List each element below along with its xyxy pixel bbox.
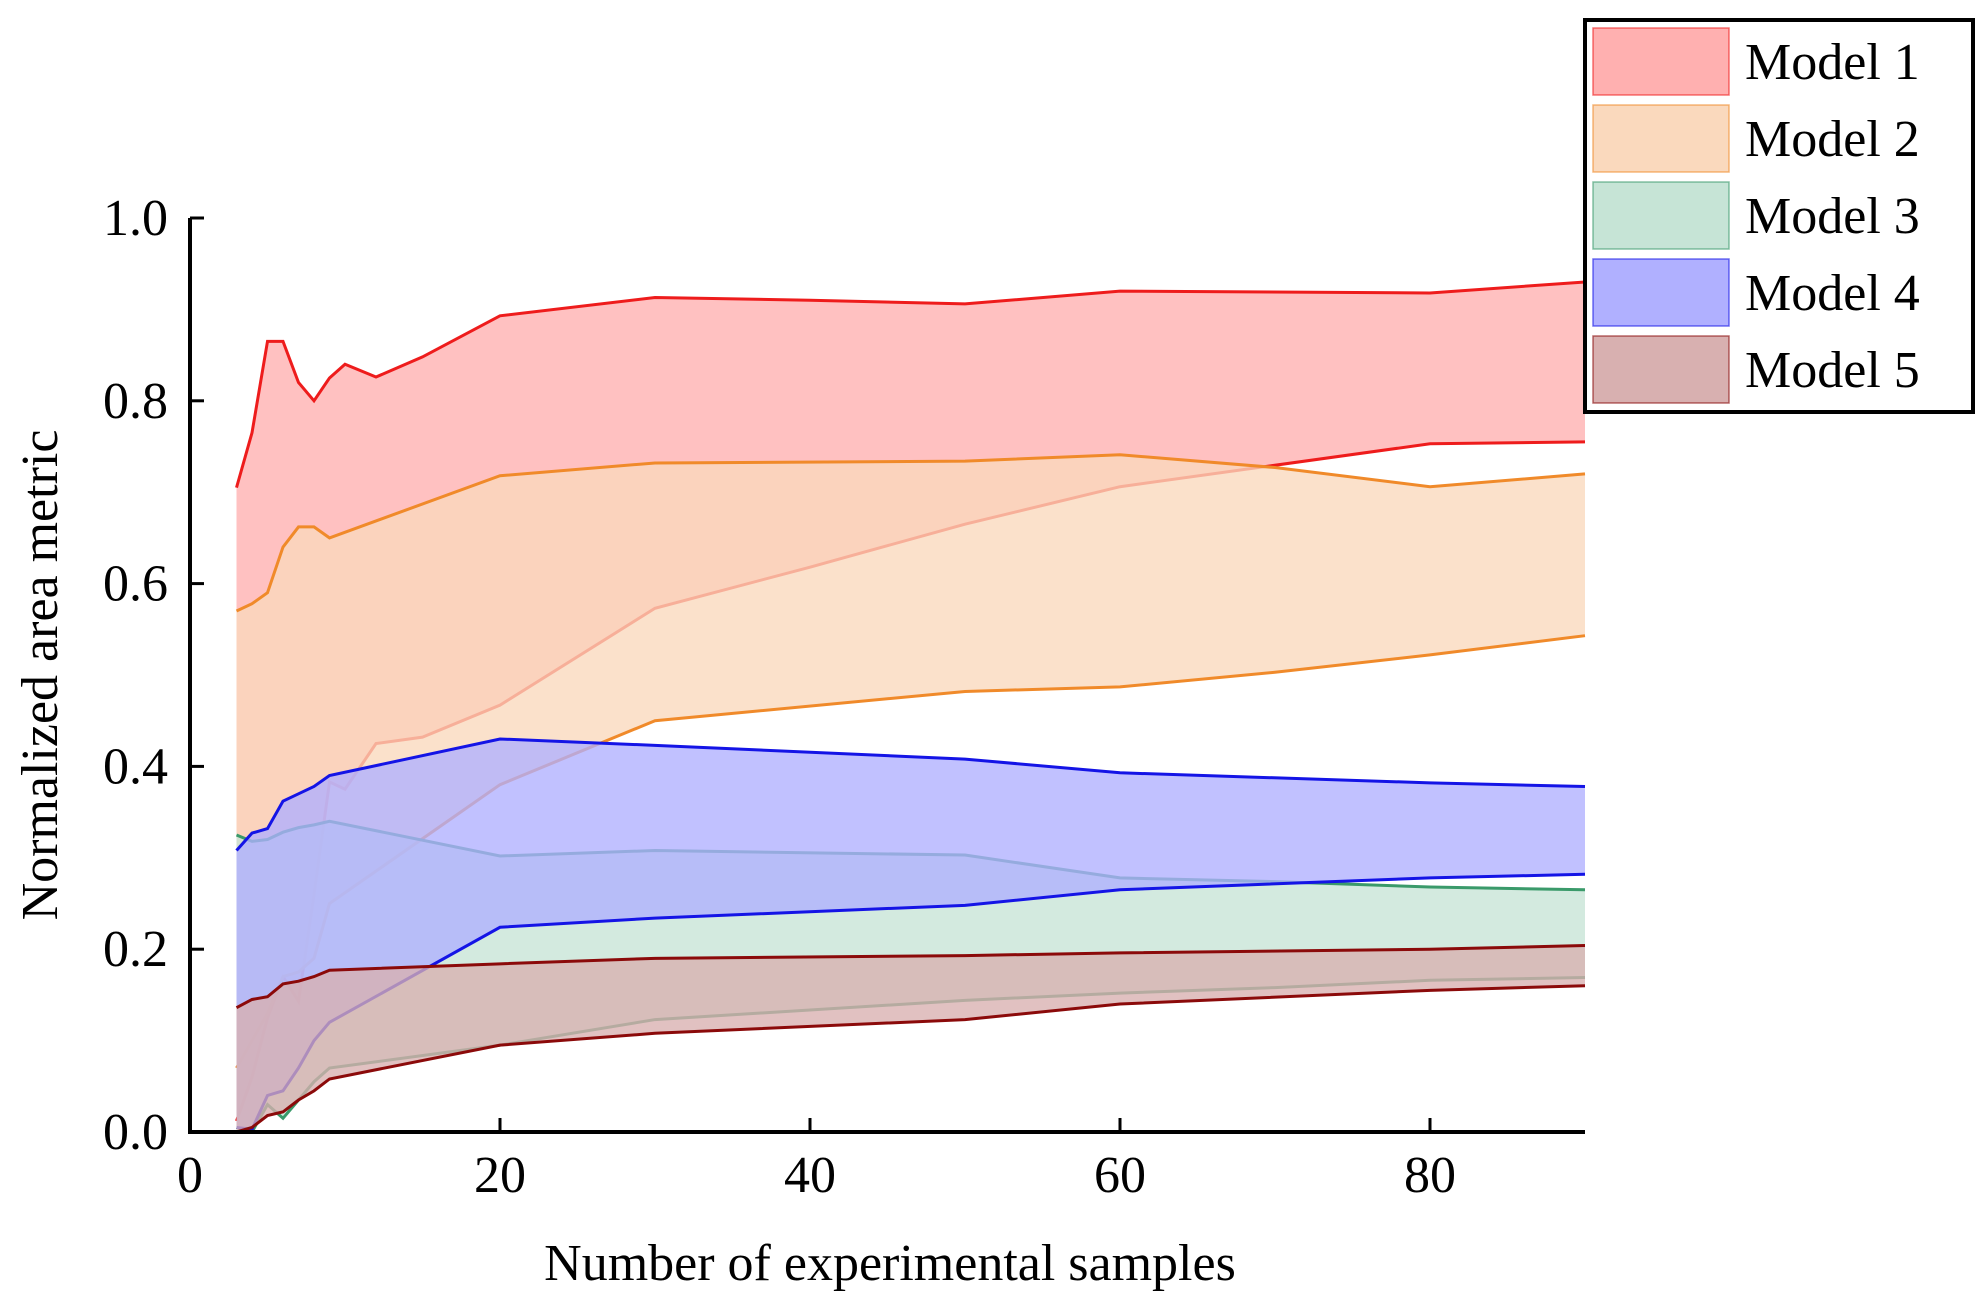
- x-axis-title: Number of experimental samples: [544, 1235, 1236, 1292]
- legend-swatch-model-4: [1592, 258, 1730, 327]
- legend-label-model-4: Model 4: [1745, 265, 1920, 322]
- y-tick-label: 0.8: [103, 373, 168, 430]
- model-4-band: [236, 738, 1585, 1130]
- y-tick-label: 0.6: [103, 556, 168, 613]
- legend-swatch-model-5: [1592, 335, 1730, 404]
- legend-label-model-5: Model 5: [1745, 342, 1920, 399]
- x-tick-label: 0: [177, 1147, 203, 1204]
- x-tick-label: 60: [1094, 1147, 1146, 1204]
- model-5-lower-line: [236, 984, 1586, 1134]
- legend-swatch-model-3: [1592, 181, 1730, 250]
- y-tick-label: 0.2: [103, 921, 168, 978]
- legend-label-model-2: Model 2: [1745, 111, 1920, 168]
- model-5-upper-line: [235, 944, 1586, 1010]
- model-1-upper-line: [235, 280, 1586, 489]
- legend: Model 1 Model 2 Model 3 Model 4 Model 5: [1583, 18, 1975, 414]
- model-4-upper-line: [235, 737, 1586, 852]
- y-ticks: 0.0 0.2 0.4 0.6 0.8 1.0: [103, 190, 204, 1161]
- legend-label-model-3: Model 3: [1745, 188, 1920, 245]
- x-ticks: 0 20 40 60 80: [177, 1118, 1456, 1204]
- x-tick-label: 80: [1404, 1147, 1456, 1204]
- model-2-band: [236, 454, 1585, 1069]
- model-2-upper-line: [235, 453, 1586, 613]
- axes: [188, 218, 1585, 1134]
- y-tick-label: 0.0: [103, 1104, 168, 1161]
- legend-swatch-model-1: [1592, 27, 1730, 96]
- y-tick-label: 0.4: [103, 738, 168, 795]
- y-tick-label: 1.0: [103, 190, 168, 247]
- legend-label-model-1: Model 1: [1745, 34, 1920, 91]
- y-axis-title: Normalized area metric: [12, 430, 69, 921]
- legend-swatch-model-2: [1592, 104, 1730, 173]
- x-tick-label: 40: [784, 1147, 836, 1204]
- series-bands: [235, 280, 1586, 1134]
- model-5-band: [236, 945, 1585, 1132]
- x-tick-label: 20: [474, 1147, 526, 1204]
